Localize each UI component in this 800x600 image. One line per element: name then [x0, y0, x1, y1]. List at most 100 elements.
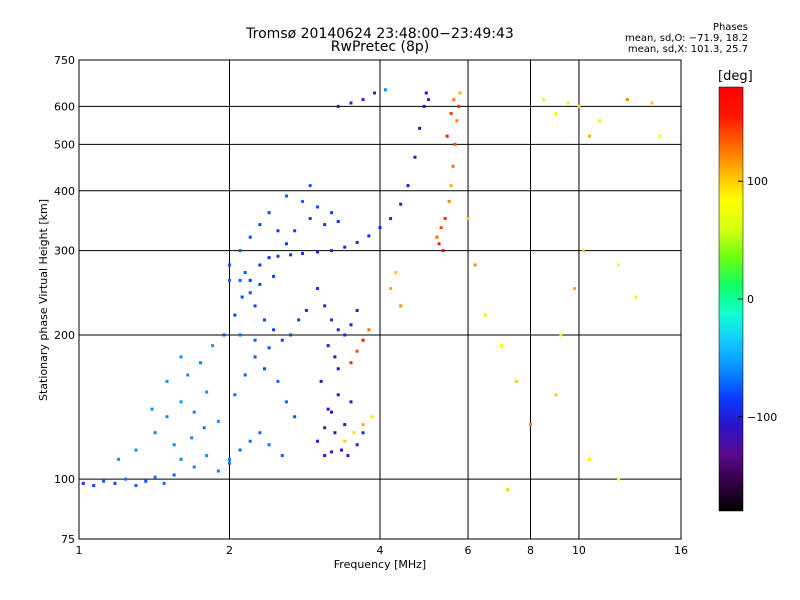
- echo-point: [190, 436, 194, 440]
- echo-point: [267, 211, 271, 215]
- echo-point: [458, 91, 462, 95]
- echo-point: [186, 373, 190, 377]
- echo-point: [506, 488, 510, 492]
- echo-point: [248, 439, 252, 443]
- echo-point: [336, 104, 340, 108]
- echo-point: [449, 184, 453, 188]
- echo-point: [323, 304, 327, 308]
- echo-point: [267, 346, 271, 350]
- echo-point: [352, 431, 356, 435]
- echo-point: [304, 308, 308, 312]
- echo-point: [399, 304, 403, 308]
- echo-point: [272, 274, 276, 278]
- echo-point: [92, 483, 96, 487]
- echo-point: [179, 355, 183, 359]
- colorbar-tick-label: −100: [747, 411, 777, 424]
- echo-point: [355, 443, 359, 447]
- echo-point: [280, 454, 284, 458]
- echo-point: [316, 439, 320, 443]
- echo-point: [426, 98, 430, 102]
- echo-point: [394, 271, 398, 275]
- echo-point: [301, 251, 305, 255]
- phases-o-mode-stats: mean, sd,O: −71.9, 18.2: [625, 33, 748, 44]
- echo-point: [617, 263, 621, 267]
- echo-point: [326, 407, 330, 411]
- echo-point: [336, 328, 340, 332]
- echo-point: [361, 423, 365, 427]
- echo-point: [573, 287, 577, 291]
- echo-point: [233, 393, 237, 397]
- echo-point: [258, 282, 262, 286]
- echo-point: [349, 101, 353, 105]
- echo-point: [336, 393, 340, 397]
- phases-heading: Phases: [712, 22, 748, 33]
- echo-point: [566, 101, 570, 105]
- echo-point: [248, 235, 252, 239]
- colorbar-tick-label: 0: [747, 293, 754, 306]
- echo-point: [172, 443, 176, 447]
- echo-point: [276, 254, 280, 258]
- echo-point: [355, 349, 359, 353]
- echo-point: [228, 461, 231, 465]
- echo-point: [276, 379, 280, 383]
- echo-point: [202, 426, 206, 430]
- echo-point: [248, 278, 252, 282]
- echo-point: [134, 483, 138, 487]
- echo-point: [233, 313, 237, 317]
- echo-point: [330, 410, 334, 414]
- echo-point: [437, 242, 441, 246]
- echo-point: [453, 142, 457, 146]
- echo-point: [418, 126, 422, 130]
- echo-point: [445, 134, 449, 138]
- echo-point: [211, 344, 215, 348]
- x-tick-label: 10: [572, 544, 586, 557]
- echo-point: [165, 379, 169, 383]
- echo-point: [330, 211, 334, 215]
- y-tick-label: 75: [61, 533, 75, 546]
- echo-point: [634, 295, 638, 299]
- echo-point: [439, 226, 443, 230]
- chart-subtitle: RwPretec (8p): [330, 39, 430, 55]
- colorbar-unit-label: [deg]: [718, 69, 753, 84]
- echo-point: [323, 454, 327, 458]
- echo-point: [441, 249, 445, 253]
- echo-point: [284, 242, 288, 246]
- y-tick-label: 200: [54, 329, 75, 342]
- echo-point: [263, 318, 267, 322]
- echo-point: [253, 355, 257, 359]
- echo-point: [514, 379, 518, 383]
- echo-point: [349, 323, 353, 327]
- y-tick-label: 600: [54, 100, 75, 113]
- echo-point: [293, 229, 297, 233]
- echo-point: [554, 393, 558, 397]
- echo-point: [658, 134, 662, 138]
- echo-point: [179, 457, 183, 461]
- x-tick-label: 2: [226, 544, 233, 557]
- echo-point: [238, 278, 242, 282]
- echo-point: [263, 367, 267, 371]
- echo-point: [228, 263, 231, 267]
- echo-point: [238, 448, 242, 452]
- echo-point: [102, 479, 106, 483]
- echo-point: [343, 333, 347, 337]
- echo-point: [333, 431, 337, 435]
- echo-point: [205, 390, 209, 394]
- echo-point: [144, 479, 148, 483]
- colorbar-tick-label: 100: [747, 175, 768, 188]
- phases-x-mode-stats: mean, sd,X: 101.3, 25.7: [627, 44, 748, 55]
- echo-point: [323, 426, 327, 430]
- echo-point: [455, 119, 459, 123]
- echo-point: [253, 304, 257, 308]
- echo-point: [192, 410, 196, 414]
- echo-point: [319, 379, 323, 383]
- echo-point: [422, 104, 426, 108]
- echo-point: [172, 473, 176, 477]
- echo-point: [625, 98, 629, 102]
- echo-point: [258, 223, 262, 227]
- echo-point: [406, 184, 410, 188]
- echo-point: [542, 98, 546, 102]
- echo-point: [373, 91, 377, 95]
- echo-point: [253, 338, 257, 342]
- echo-point: [447, 199, 451, 203]
